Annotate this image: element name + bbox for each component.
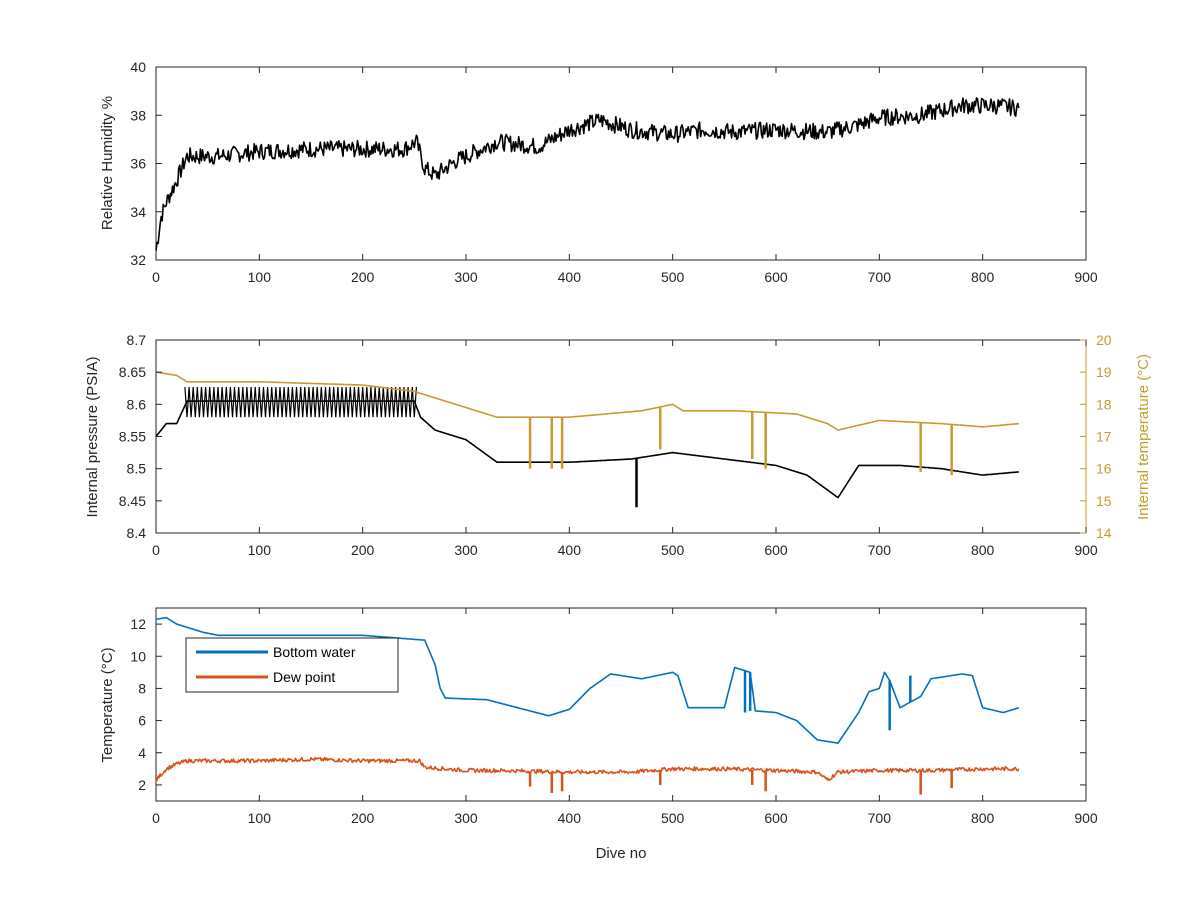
x-tick-label: 300	[454, 269, 478, 285]
panel-humidity: 0 100 200 300 400 500 600 700 800 900 3234363840 …	[99, 59, 1098, 285]
series-layer	[155, 371, 1019, 508]
x-tick-label: 800	[971, 542, 995, 558]
y-tick-label: 8.55	[119, 429, 146, 445]
panel-temperature: 0 100 200 300 400 500 600 700 800 900 2 4 6 8 10 12 Te…	[99, 607, 1098, 862]
series-line-0	[155, 616, 1020, 744]
x-tick-label: 100	[248, 269, 272, 285]
y-tick-label: 2	[138, 777, 146, 793]
x-tick-label: 100	[248, 542, 272, 558]
x-tick-label: 400	[558, 810, 582, 826]
y-right-tick-label: 18	[1096, 396, 1112, 412]
plot-area	[155, 66, 1087, 261]
y-tick-layer: 32 34 36 38 40	[130, 59, 1086, 268]
x-tick-label: 600	[764, 810, 788, 826]
x-tick-label: 900	[1074, 269, 1098, 285]
y-tick-label: 36	[130, 156, 146, 172]
y-axis-label-right: Internal temperature (°C)	[1135, 354, 1152, 520]
y-tick-label: 4	[138, 745, 146, 761]
legend: Bottom water Dew point	[185, 637, 399, 693]
series-line-0	[155, 97, 1020, 251]
y-tick-label: 8.65	[119, 364, 146, 380]
x-tick-label: 700	[868, 542, 892, 558]
x-tick-label: 300	[454, 542, 478, 558]
x-tick-label: 300	[454, 810, 478, 826]
x-tick-label: 900	[1074, 542, 1098, 558]
x-tick-label: 200	[351, 269, 375, 285]
y-right-tick-label: 14	[1096, 525, 1112, 541]
y-tick-label: 8.6	[127, 396, 147, 412]
x-tick-label: 200	[351, 810, 375, 826]
series-layer	[155, 616, 1020, 795]
x-tick-layer: 0 100 200 300 400 500 600 700 800 900	[152, 67, 1098, 285]
legend-label-bottom-water: Bottom water	[273, 644, 356, 660]
y-tick-label: 8.4	[127, 525, 147, 541]
series-layer	[155, 97, 1020, 251]
panel-pressure-temperature: 0 100 200 300 400 500 600 700 800 900 8.48.458.58…	[84, 332, 1152, 558]
plot-area	[155, 339, 1087, 534]
x-tick-label: 900	[1074, 810, 1098, 826]
y-tick-layer: 8.4 8.45 8.5 8.55 8.6 8.65 8.7	[119, 332, 162, 541]
x-tick-label: 200	[351, 542, 375, 558]
x-tick-label: 0	[152, 810, 160, 826]
x-tick-label: 800	[971, 269, 995, 285]
y-tick-layer: 2 4 6 8 10 12	[130, 616, 1086, 793]
series-oscillation-band	[184, 386, 417, 418]
y-right-tick-layer: 14 15 16 17 18 19 20	[1080, 332, 1112, 541]
x-tick-layer: 0 100 200 300 400 500 600 700 800 900	[152, 608, 1098, 826]
y-tick-label: 32	[130, 252, 146, 268]
x-tick-label: 500	[661, 810, 685, 826]
y-tick-label: 8.7	[127, 332, 147, 348]
y-tick-label: 40	[130, 59, 146, 75]
x-tick-label: 400	[558, 542, 582, 558]
legend-label-dew-point: Dew point	[273, 669, 335, 685]
series-line-1	[155, 756, 1020, 781]
y-tick-label: 12	[130, 616, 146, 632]
y-tick-label: 38	[130, 107, 146, 123]
x-tick-label: 0	[152, 542, 160, 558]
x-tick-label: 800	[971, 810, 995, 826]
y-right-tick-label: 15	[1096, 493, 1112, 509]
y-tick-label: 10	[130, 648, 146, 664]
x-tick-label: 100	[248, 810, 272, 826]
legend-box	[185, 637, 399, 693]
y-right-tick-label: 17	[1096, 429, 1112, 445]
x-tick-label: 600	[764, 542, 788, 558]
y-tick-label: 34	[130, 204, 146, 220]
x-tick-layer: 0 100 200 300 400 500 600 700 800 900	[152, 340, 1098, 558]
y-axis-label: Internal pressure (PSIA)	[84, 357, 101, 518]
y-right-tick-label: 19	[1096, 364, 1112, 380]
y-tick-label: 6	[138, 713, 146, 729]
x-tick-label: 600	[764, 269, 788, 285]
x-tick-label: 0	[152, 269, 160, 285]
plot-area	[155, 607, 1087, 802]
x-tick-label: 500	[661, 269, 685, 285]
series-line-1	[155, 371, 1019, 431]
y-axis-label: Relative Humidity %	[99, 96, 116, 230]
x-tick-label: 400	[558, 269, 582, 285]
y-tick-label: 8.5	[127, 461, 147, 477]
x-tick-label: 700	[868, 810, 892, 826]
x-axis-label: Dive no	[596, 845, 647, 862]
y-right-tick-label: 20	[1096, 332, 1112, 348]
y-right-tick-label: 16	[1096, 461, 1112, 477]
y-tick-label: 8	[138, 680, 146, 696]
y-axis-label: Temperature (°C)	[99, 647, 116, 762]
x-tick-label: 700	[868, 269, 892, 285]
y-tick-label: 8.45	[119, 493, 146, 509]
x-tick-label: 500	[661, 542, 685, 558]
